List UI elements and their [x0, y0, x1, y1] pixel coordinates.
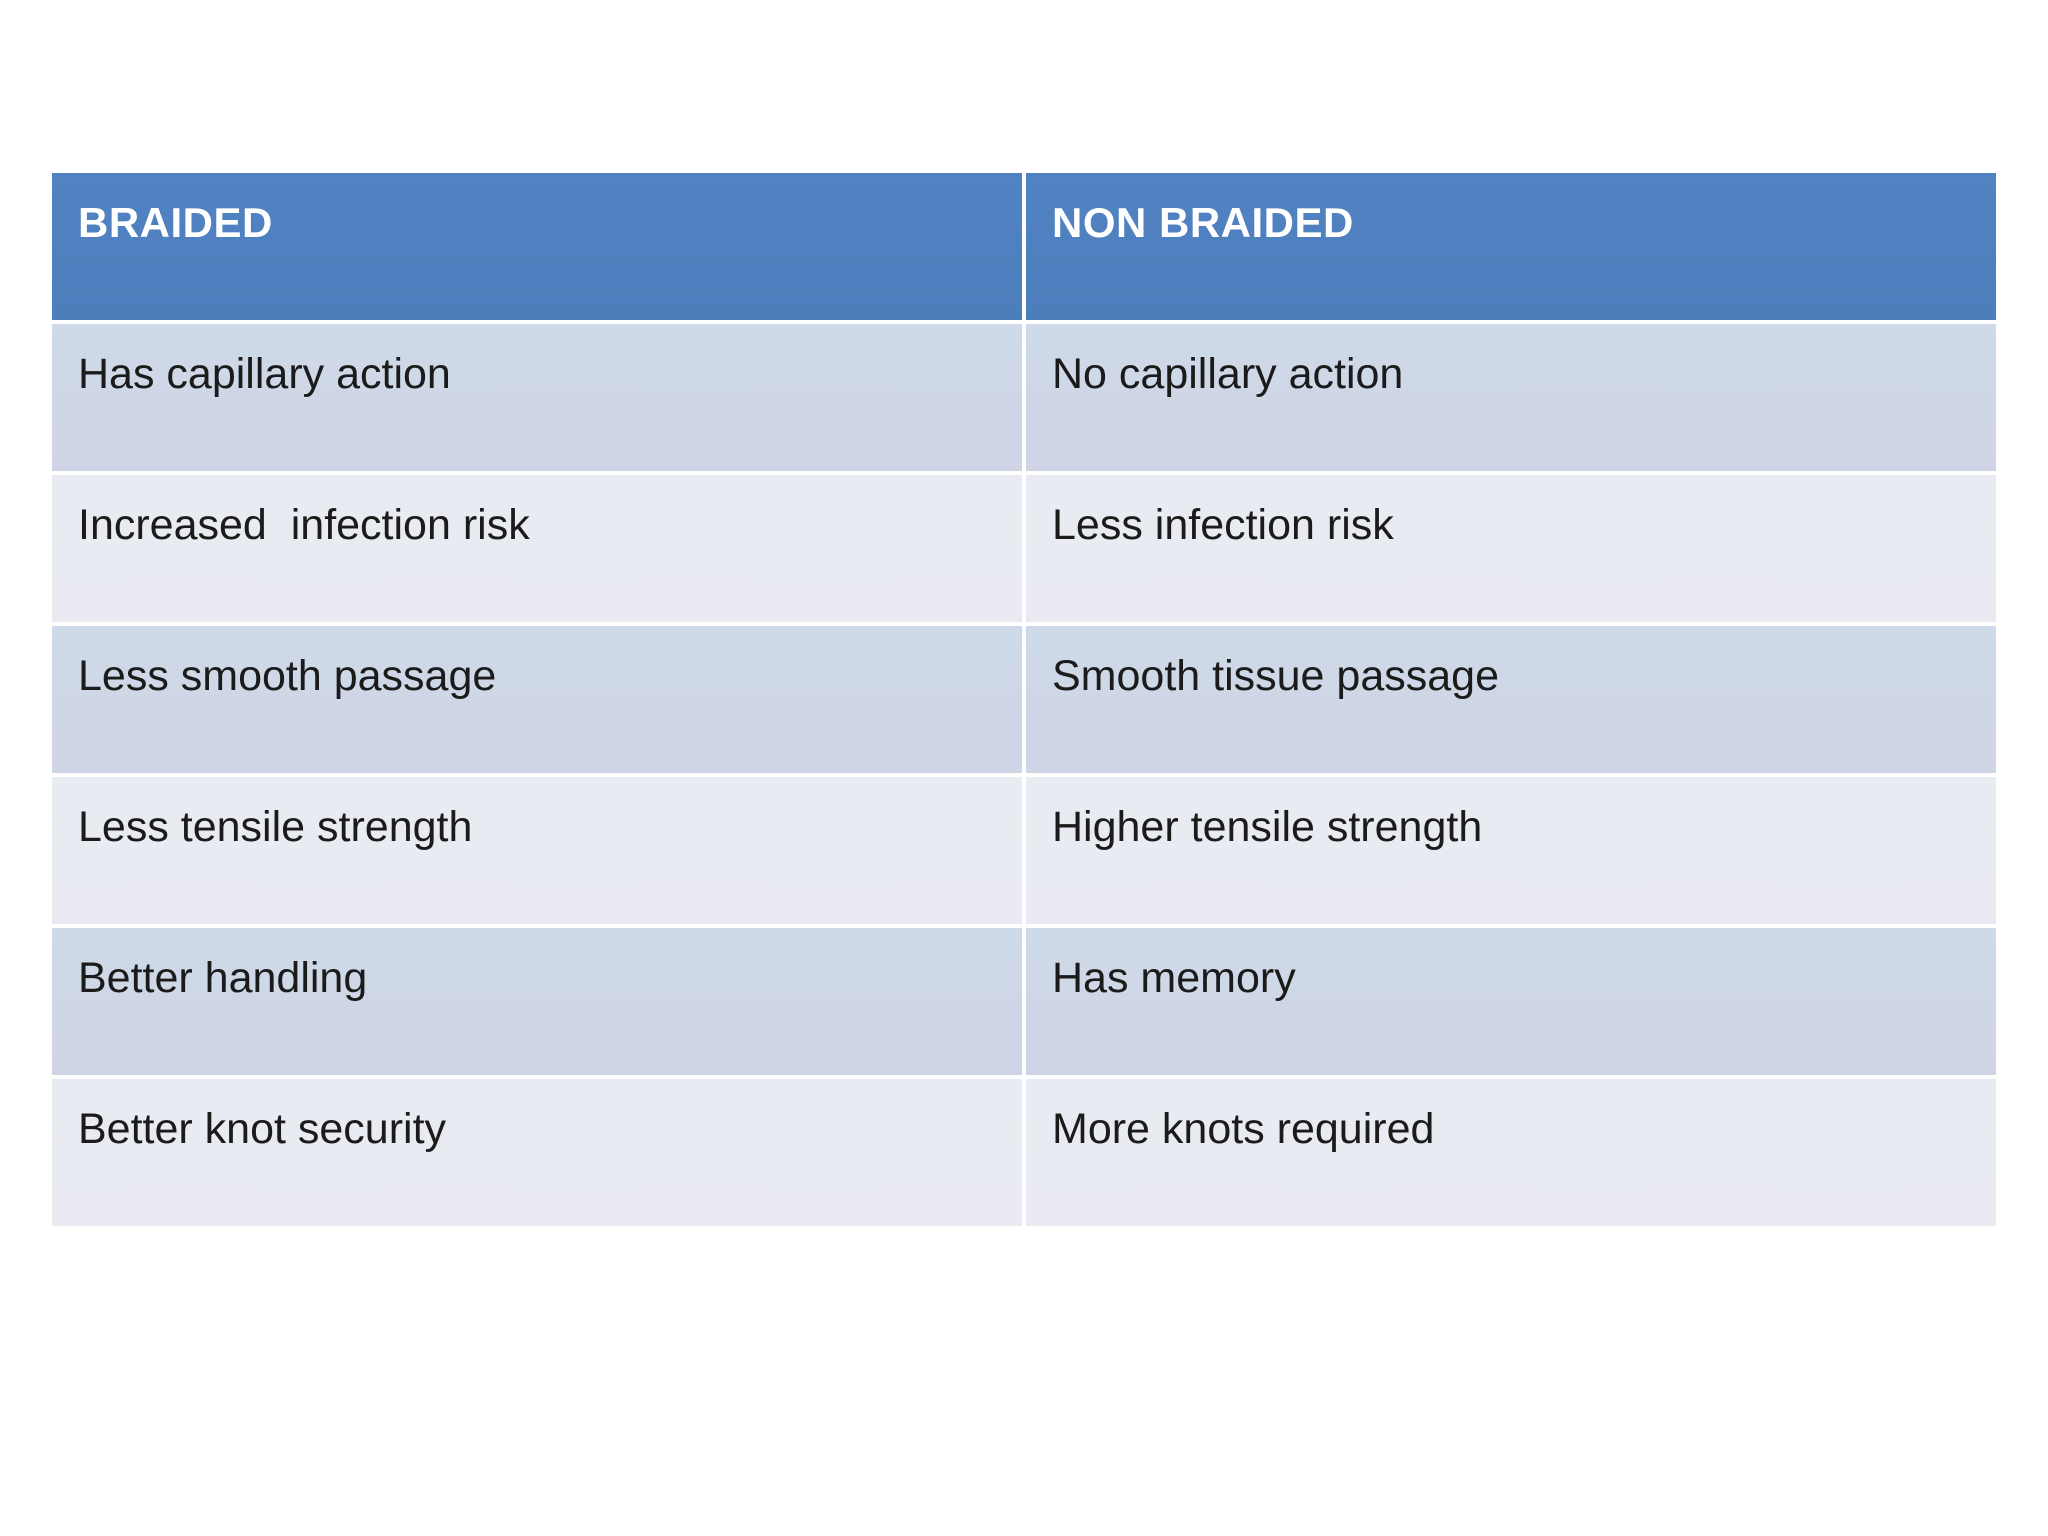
- table-cell: Less tensile strength: [52, 777, 1022, 924]
- table-cell: Has memory: [1026, 928, 1996, 1075]
- table-cell: Better handling: [52, 928, 1022, 1075]
- table-cell: Has capillary action: [52, 324, 1022, 471]
- table-cell: Higher tensile strength: [1026, 777, 1996, 924]
- comparison-table: BRAIDED NON BRAIDED Has capillary action…: [52, 173, 1996, 1226]
- table-cell: Less infection risk: [1026, 475, 1996, 622]
- table-cell: Smooth tissue passage: [1026, 626, 1996, 773]
- table-cell: Less smooth passage: [52, 626, 1022, 773]
- table-cell: Better knot security: [52, 1079, 1022, 1226]
- table-cell: More knots required: [1026, 1079, 1996, 1226]
- header-cell-braided: BRAIDED: [52, 173, 1022, 320]
- table-cell: No capillary action: [1026, 324, 1996, 471]
- table-cell: Increased infection risk: [52, 475, 1022, 622]
- header-cell-non-braided: NON BRAIDED: [1026, 173, 1996, 320]
